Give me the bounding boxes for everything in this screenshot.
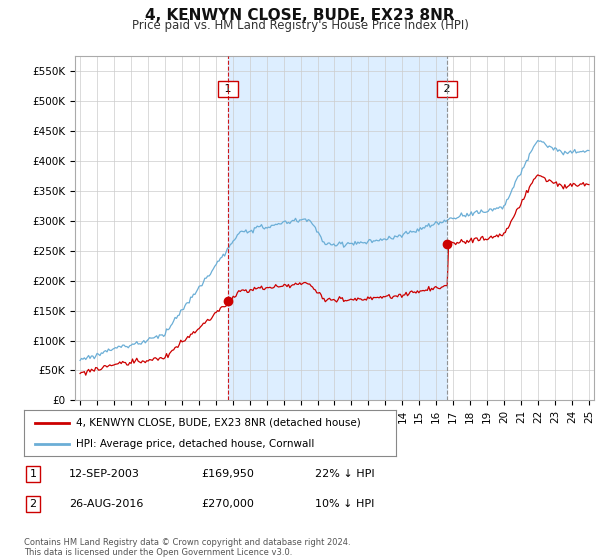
Text: 1: 1 — [29, 469, 37, 479]
Text: 26-AUG-2016: 26-AUG-2016 — [69, 499, 143, 509]
Text: 2: 2 — [29, 499, 37, 509]
Text: 10% ↓ HPI: 10% ↓ HPI — [315, 499, 374, 509]
Text: Price paid vs. HM Land Registry's House Price Index (HPI): Price paid vs. HM Land Registry's House … — [131, 19, 469, 32]
Text: 22% ↓ HPI: 22% ↓ HPI — [315, 469, 374, 479]
Text: 4, KENWYN CLOSE, BUDE, EX23 8NR (detached house): 4, KENWYN CLOSE, BUDE, EX23 8NR (detache… — [76, 418, 361, 428]
Text: HPI: Average price, detached house, Cornwall: HPI: Average price, detached house, Corn… — [76, 439, 314, 449]
Text: 12-SEP-2003: 12-SEP-2003 — [69, 469, 140, 479]
Bar — [228, 56, 447, 400]
Text: 4, KENWYN CLOSE, BUDE, EX23 8NR: 4, KENWYN CLOSE, BUDE, EX23 8NR — [145, 8, 455, 24]
Text: 2: 2 — [440, 84, 454, 94]
Text: £169,950: £169,950 — [201, 469, 254, 479]
Text: £270,000: £270,000 — [201, 499, 254, 509]
Text: Contains HM Land Registry data © Crown copyright and database right 2024.
This d: Contains HM Land Registry data © Crown c… — [24, 538, 350, 557]
Text: 1: 1 — [221, 84, 235, 94]
